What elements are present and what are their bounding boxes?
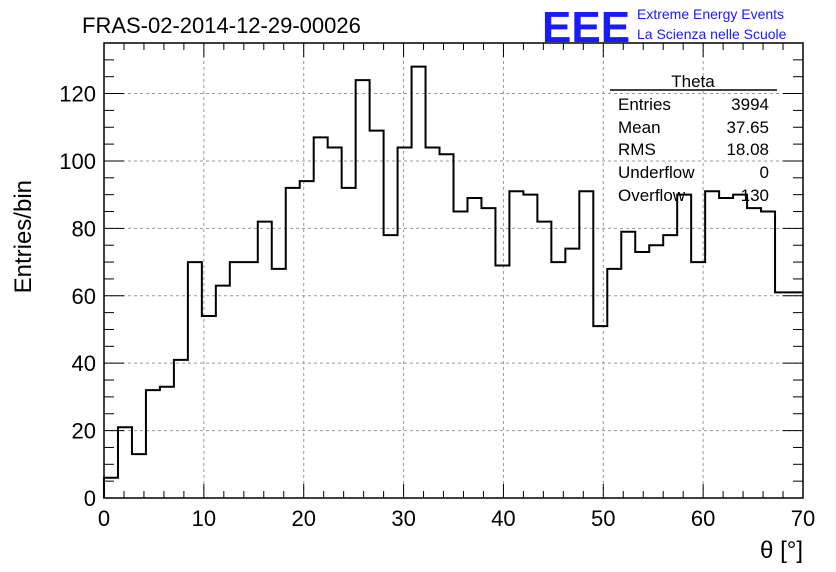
x-tick-label: 70 <box>791 506 815 531</box>
histogram-bin <box>440 154 454 498</box>
histogram-bin <box>118 427 132 498</box>
histogram-bin <box>621 232 635 498</box>
stats-row: Overflow 130 <box>618 186 769 205</box>
stats-row-value: 37.65 <box>726 118 769 137</box>
histogram-bin <box>649 245 663 498</box>
histogram-bin <box>565 249 579 498</box>
histogram-bin <box>551 262 565 498</box>
histogram-bin <box>775 292 789 498</box>
histogram-bin <box>454 212 468 498</box>
histogram-bin <box>202 316 216 498</box>
y-tick-label: 40 <box>72 351 96 376</box>
chart-title: FRAS-02-2014-12-29-00026 <box>82 13 361 38</box>
logo-line-2: La Scienza nelle Scuole <box>637 26 787 42</box>
stats-row-label: Mean <box>618 118 661 137</box>
histogram-bin <box>230 262 244 498</box>
histogram-bin <box>216 286 230 498</box>
histogram-bin <box>691 262 705 498</box>
histogram-bin <box>258 222 272 498</box>
histogram-outline <box>103 65 803 498</box>
eee-logo: EEE Extreme Energy Events La Scienza nel… <box>542 3 787 52</box>
x-axis-label: θ [°] <box>760 537 803 564</box>
y-tick-label: 80 <box>72 216 96 241</box>
stats-row-label: Entries <box>618 95 671 114</box>
x-tick-label: 40 <box>491 506 515 531</box>
histogram-bin <box>286 188 300 498</box>
histogram-bin <box>579 191 593 498</box>
histogram-bin <box>328 147 342 498</box>
histogram-bin <box>426 147 440 498</box>
histogram-bin <box>677 195 691 498</box>
x-tick-label: 20 <box>291 506 315 531</box>
stats-row: RMS 18.08 <box>618 140 769 159</box>
histogram-bin <box>244 262 258 498</box>
y-axis: 0 20 40 60 80 100 120 <box>59 42 803 511</box>
histogram-bin <box>370 131 384 498</box>
y-axis-label: Entries/bin <box>10 180 37 293</box>
histogram-bin <box>356 80 370 498</box>
x-tick-label: 60 <box>691 506 715 531</box>
grid <box>104 43 803 498</box>
histogram-bin <box>384 235 398 498</box>
histogram-bin <box>523 195 537 498</box>
stats-row-label: Underflow <box>618 163 695 182</box>
histogram-bin <box>467 198 481 498</box>
histogram-bin <box>733 195 747 498</box>
stats-row-value: 18.08 <box>726 140 769 159</box>
logo-mark: EEE <box>542 3 630 52</box>
x-tick-label: 30 <box>391 506 415 531</box>
axes-frame <box>103 42 804 499</box>
x-tick-label: 50 <box>591 506 615 531</box>
histogram-bin <box>188 262 202 498</box>
histogram-bin <box>481 208 495 498</box>
histogram-bin <box>705 191 719 498</box>
stats-row-value: 0 <box>760 163 769 182</box>
histogram-bin <box>663 235 677 498</box>
histogram-bin <box>495 265 509 498</box>
histogram-bin <box>314 137 328 498</box>
histogram-bin <box>300 181 314 498</box>
histogram-bin <box>719 198 733 498</box>
x-axis: 0 10 20 30 40 50 60 70 <box>98 43 815 531</box>
histogram-bin <box>398 147 412 498</box>
stats-box: Theta Entries 3994 Mean 37.65 RMS 18.08 … <box>610 72 777 205</box>
histogram-bin <box>761 212 775 498</box>
plot-frame <box>103 42 804 499</box>
stats-row: Mean 37.65 <box>618 118 769 137</box>
histogram-bin <box>174 360 188 498</box>
histogram-bin <box>747 208 761 498</box>
histogram-bin <box>272 269 286 498</box>
stats-row-label: RMS <box>618 140 656 159</box>
x-tick-label: 0 <box>98 506 110 531</box>
stats-row-value: 130 <box>741 186 769 205</box>
stats-row: Underflow 0 <box>618 163 769 182</box>
stats-row-value: 3994 <box>731 95 769 114</box>
histogram-bin <box>146 390 160 498</box>
histogram-bin <box>607 269 621 498</box>
histogram-bin <box>635 252 649 498</box>
histogram-bin <box>789 292 803 498</box>
y-tick-label: 120 <box>59 82 96 107</box>
histogram-bin <box>509 191 523 498</box>
histogram-bin <box>342 188 356 498</box>
y-tick-label: 20 <box>72 419 96 444</box>
x-tick-label: 10 <box>192 506 216 531</box>
histogram-bin <box>537 222 551 498</box>
stats-name: Theta <box>671 72 715 91</box>
histogram-bin <box>412 67 426 498</box>
y-tick-label: 0 <box>84 486 96 511</box>
histogram-bin <box>160 387 174 498</box>
y-tick-label: 60 <box>72 284 96 309</box>
histogram-bars <box>103 65 803 498</box>
stats-row: Entries 3994 <box>618 95 769 114</box>
logo-line-1: Extreme Energy Events <box>637 6 784 22</box>
histogram-bin <box>593 326 607 498</box>
stats-row-label: Overflow <box>618 186 686 205</box>
y-tick-label: 100 <box>59 149 96 174</box>
